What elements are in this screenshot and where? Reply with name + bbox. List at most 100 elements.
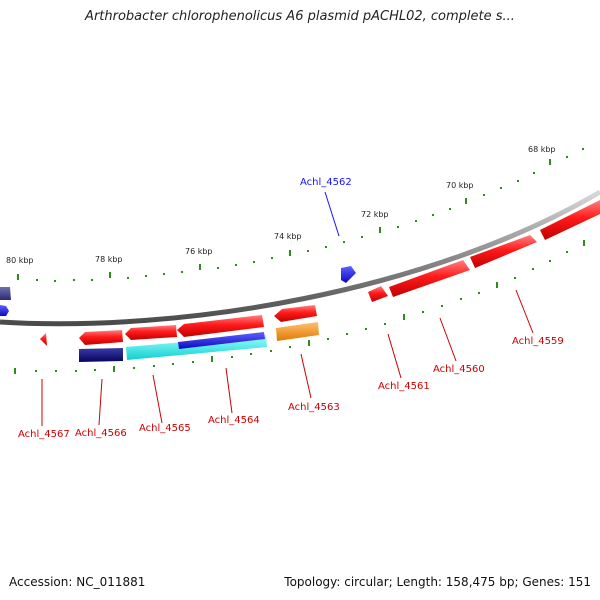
minor-tick [235,264,237,266]
minor-tick [163,273,165,275]
kbp-label: 80 kbp [6,256,34,265]
kbp-label: 72 kbp [361,210,389,219]
gene-arrow-achl-4561[interactable] [368,286,388,302]
minor-tick [94,369,96,371]
minor-tick [35,370,37,372]
minor-tick [54,280,56,282]
kbp-label: 70 kbp [446,181,474,190]
gene-arrow[interactable] [540,200,600,240]
minor-tick [181,271,183,273]
minor-tick [250,353,252,355]
minor-tick [514,277,516,279]
major-tick [583,240,585,246]
minor-tick [397,226,399,228]
gene-label[interactable]: Achl_4564 [208,415,260,426]
gene-arrow-achl-4566[interactable] [79,330,123,345]
minor-tick [192,361,194,363]
major-tick [199,264,201,270]
gene-arrow-achl-4564[interactable] [177,315,264,337]
major-tick [113,366,115,372]
gene-label[interactable]: Achl_4560 [433,364,485,375]
inner-strand-genes [40,305,319,362]
leader-line [324,191,340,237]
minor-tick [449,208,451,210]
gene-arrow[interactable] [0,287,11,300]
gene-box-navy[interactable] [79,348,123,362]
outer-tick-track [17,148,584,282]
minor-tick [253,261,255,263]
gene-label[interactable]: Achl_4563 [288,402,340,413]
minor-tick [441,305,443,307]
gene-label[interactable]: Achl_4561 [378,381,430,392]
gene-label[interactable]: Achl_4559 [512,336,564,347]
minor-tick [127,277,129,279]
major-tick [17,274,19,280]
minor-tick [361,236,363,238]
leader-line [387,333,402,379]
major-tick [289,250,291,256]
inner-tick-track [14,240,585,374]
minor-tick [566,251,568,253]
minor-tick [307,250,309,252]
outer-strand-genes [0,200,600,316]
minor-tick [384,323,386,325]
gene-arrow-achl-4559[interactable] [470,235,537,268]
minor-tick [422,311,424,313]
gene-label[interactable]: Achl_4565 [139,423,191,434]
minor-tick [346,333,348,335]
minor-tick [432,214,434,216]
minor-tick [500,187,502,189]
minor-tick [153,365,155,367]
minor-tick [172,363,174,365]
leader-line [515,289,534,334]
minor-tick [327,338,329,340]
minor-tick [271,257,273,259]
major-tick [549,159,551,165]
minor-tick [91,279,93,281]
minor-tick [532,268,534,270]
major-tick [14,368,16,374]
major-tick [308,340,310,346]
major-tick [211,356,213,362]
minor-tick [343,241,345,243]
minor-tick [133,367,135,369]
kbp-label: 78 kbp [95,255,123,264]
major-tick [403,314,405,320]
minor-tick [55,370,57,372]
minor-tick [478,292,480,294]
minor-tick [415,220,417,222]
minor-tick [582,148,584,150]
gene-arrow-achl-4567[interactable] [40,333,47,346]
minor-tick [483,194,485,196]
gene-arrow-achl-4560[interactable] [389,260,470,297]
minor-tick [365,328,367,330]
gene-arrow-achl-4565[interactable] [125,325,177,340]
minor-tick [517,180,519,182]
gene-label[interactable]: Achl_4562 [300,177,352,188]
leader-line [152,374,163,424]
kbp-label: 68 kbp [528,145,556,154]
major-tick [379,227,381,233]
leader-line [300,353,312,399]
minor-tick [325,246,327,248]
gene-label[interactable]: Achl_4566 [75,428,127,439]
major-tick [109,272,111,278]
leader-line [98,378,103,426]
gene-box-blue[interactable] [178,332,265,349]
leader-line [225,367,233,414]
kbp-label: 76 kbp [185,247,213,256]
gene-box-orange[interactable] [276,322,319,341]
gene-label[interactable]: Achl_4567 [18,429,70,440]
major-tick [465,198,467,204]
gene-arrow-achl-4563[interactable] [274,305,317,322]
minor-tick [533,172,535,174]
gene-arrow[interactable] [0,305,9,316]
minor-tick [36,279,38,281]
minor-tick [289,346,291,348]
gene-arrow-achl-4562[interactable] [341,266,356,283]
leader-line [439,317,457,362]
minor-tick [73,279,75,281]
gene-leader-lines [41,191,534,426]
minor-tick [549,260,551,262]
